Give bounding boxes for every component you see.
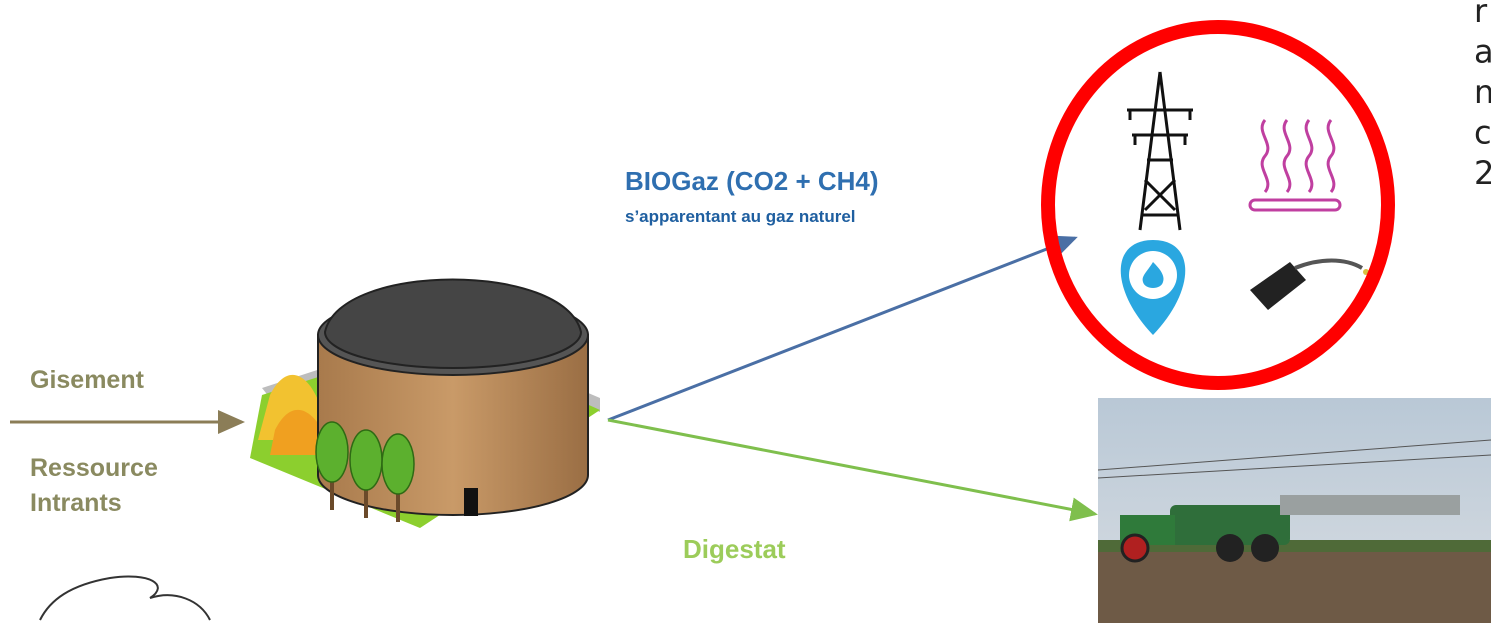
- label-gisement: Gisement: [30, 366, 145, 394]
- page: Gisement Ressource Intrants BIOGaz (CO2 …: [0, 0, 1491, 623]
- digestat-photo: [1098, 398, 1491, 623]
- biogaz-arrow: [608, 238, 1075, 420]
- label-digestat: Digestat: [683, 534, 786, 564]
- uses-circle: [1048, 27, 1388, 383]
- text-fragment: 2: [1474, 154, 1491, 192]
- diagram: Gisement Ressource Intrants BIOGaz (CO2 …: [0, 0, 1491, 623]
- text-fragment: c: [1474, 114, 1491, 152]
- text-fragment: r: [1474, 0, 1488, 30]
- text-fragment: n: [1474, 73, 1491, 111]
- text-fragment: a: [1474, 33, 1491, 71]
- label-intrants: Intrants: [30, 489, 122, 517]
- digester-illustration: [250, 280, 600, 529]
- sketch: [40, 576, 210, 620]
- uses-icons: [1121, 72, 1369, 335]
- label-ressource: Ressource: [30, 454, 158, 482]
- digestat-arrow: [608, 420, 1095, 514]
- label-biogaz-sub: s’apparentant au gaz naturel: [625, 207, 856, 226]
- label-biogaz: BIOGaz (CO2 + CH4): [625, 166, 879, 196]
